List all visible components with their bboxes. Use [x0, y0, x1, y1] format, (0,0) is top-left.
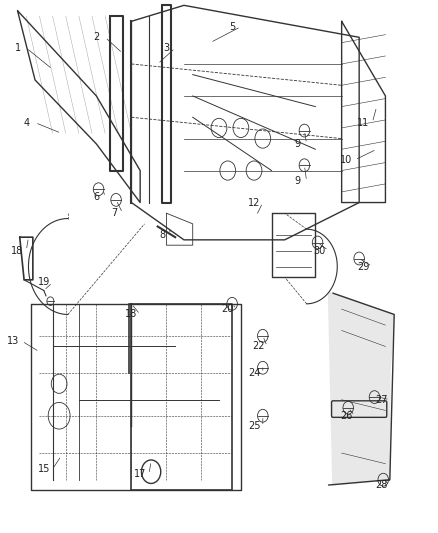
Text: 1: 1	[14, 43, 21, 53]
Text: 25: 25	[248, 422, 260, 431]
Text: 17: 17	[134, 470, 146, 479]
Text: 12: 12	[248, 198, 260, 207]
Text: 10: 10	[340, 155, 352, 165]
Text: 2: 2	[93, 33, 99, 42]
Polygon shape	[328, 293, 394, 485]
Text: 26: 26	[340, 411, 352, 421]
Text: 7: 7	[111, 208, 117, 218]
Text: 9: 9	[295, 176, 301, 186]
Text: 9: 9	[295, 139, 301, 149]
Text: 6: 6	[93, 192, 99, 202]
Text: 19: 19	[38, 278, 50, 287]
Text: 24: 24	[248, 368, 260, 378]
Text: 3: 3	[163, 43, 170, 53]
Text: 4: 4	[23, 118, 29, 127]
Text: 30: 30	[314, 246, 326, 255]
Text: 27: 27	[375, 395, 387, 405]
Text: 5: 5	[229, 22, 235, 31]
Text: 18: 18	[11, 246, 24, 255]
Text: 22: 22	[252, 342, 265, 351]
Text: 11: 11	[357, 118, 370, 127]
Text: 29: 29	[357, 262, 370, 271]
Text: 8: 8	[159, 230, 165, 239]
Text: 20: 20	[222, 304, 234, 314]
Text: 15: 15	[38, 464, 50, 474]
Text: 18: 18	[125, 310, 138, 319]
Text: 28: 28	[375, 480, 387, 490]
Text: 13: 13	[7, 336, 19, 346]
